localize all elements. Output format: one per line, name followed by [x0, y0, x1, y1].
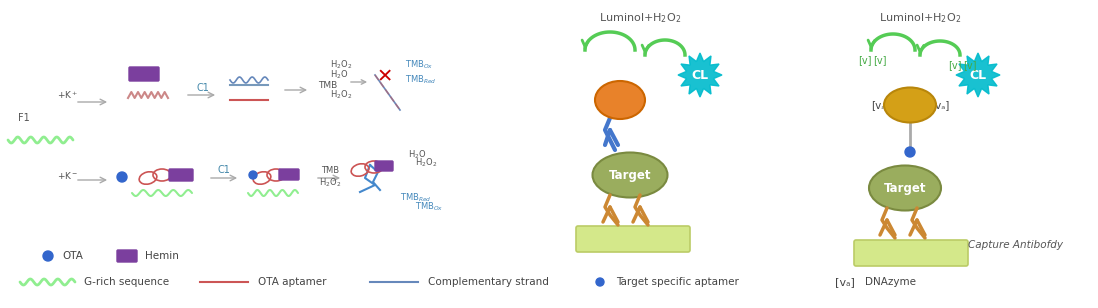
Text: TMB$_{Ox}$: TMB$_{Ox}$ — [405, 59, 434, 71]
Text: Au: Au — [899, 98, 920, 112]
Text: Target: Target — [608, 168, 651, 181]
Ellipse shape — [884, 87, 935, 123]
Polygon shape — [677, 53, 722, 97]
Text: OTA aptamer: OTA aptamer — [258, 277, 326, 287]
Text: CL: CL — [692, 68, 708, 82]
FancyBboxPatch shape — [169, 169, 193, 181]
FancyBboxPatch shape — [279, 169, 299, 180]
Text: ✕: ✕ — [377, 67, 393, 87]
Text: H$_2$O: H$_2$O — [330, 69, 348, 81]
Text: TMB: TMB — [318, 80, 337, 90]
Text: Hemin: Hemin — [145, 251, 179, 261]
Text: G-rich sequence: G-rich sequence — [85, 277, 169, 287]
Ellipse shape — [593, 152, 668, 197]
Text: TMB: TMB — [321, 165, 339, 175]
Text: DNAzyme: DNAzyme — [865, 277, 916, 287]
Text: Complementary strand: Complementary strand — [428, 277, 549, 287]
Text: H$_2$O$_2$: H$_2$O$_2$ — [330, 89, 352, 101]
FancyBboxPatch shape — [117, 250, 137, 262]
Text: H$_2$O: H$_2$O — [408, 149, 426, 161]
Circle shape — [43, 251, 53, 261]
Text: Luminol+H$_2$O$_2$: Luminol+H$_2$O$_2$ — [598, 11, 681, 25]
FancyBboxPatch shape — [576, 226, 690, 252]
Ellipse shape — [595, 81, 645, 119]
Text: [v]: [v] — [963, 60, 977, 70]
Text: C1: C1 — [217, 165, 231, 175]
Text: H$_2$O$_2$: H$_2$O$_2$ — [415, 157, 437, 169]
Circle shape — [596, 278, 604, 286]
Text: TMB$_{Ox}$: TMB$_{Ox}$ — [415, 201, 444, 213]
Text: Target specific aptamer: Target specific aptamer — [616, 277, 739, 287]
Text: C1: C1 — [197, 83, 210, 93]
Circle shape — [905, 147, 915, 157]
Text: [v]: [v] — [859, 55, 872, 65]
FancyBboxPatch shape — [128, 67, 159, 81]
Text: CL: CL — [970, 68, 987, 82]
Ellipse shape — [869, 165, 941, 210]
Text: [vₐ]: [vₐ] — [871, 100, 889, 110]
Circle shape — [249, 171, 257, 179]
Text: H$_2$O$_2$: H$_2$O$_2$ — [330, 59, 352, 71]
FancyBboxPatch shape — [376, 161, 393, 171]
Circle shape — [117, 172, 127, 182]
Text: [v]: [v] — [949, 60, 962, 70]
Text: TMB$_{Red}$: TMB$_{Red}$ — [400, 192, 432, 204]
Text: HRP: HRP — [605, 94, 635, 107]
Text: Target: Target — [884, 181, 927, 194]
Text: +K$^-$: +K$^-$ — [57, 169, 79, 180]
Text: [vₐ]: [vₐ] — [931, 100, 949, 110]
Polygon shape — [956, 53, 1000, 97]
Text: F1: F1 — [18, 113, 30, 123]
Text: OTA: OTA — [61, 251, 82, 261]
FancyBboxPatch shape — [854, 240, 968, 266]
Text: TMB$_{Red}$: TMB$_{Red}$ — [405, 74, 437, 86]
Text: [v]: [v] — [873, 55, 887, 65]
Text: Luminol+H$_2$O$_2$: Luminol+H$_2$O$_2$ — [878, 11, 961, 25]
Text: Capture Antibofdy: Capture Antibofdy — [968, 240, 1063, 250]
Text: [vₐ]: [vₐ] — [834, 277, 855, 287]
Text: +K$^+$: +K$^+$ — [57, 89, 79, 101]
Text: H$_2$O$_2$: H$_2$O$_2$ — [318, 177, 341, 189]
